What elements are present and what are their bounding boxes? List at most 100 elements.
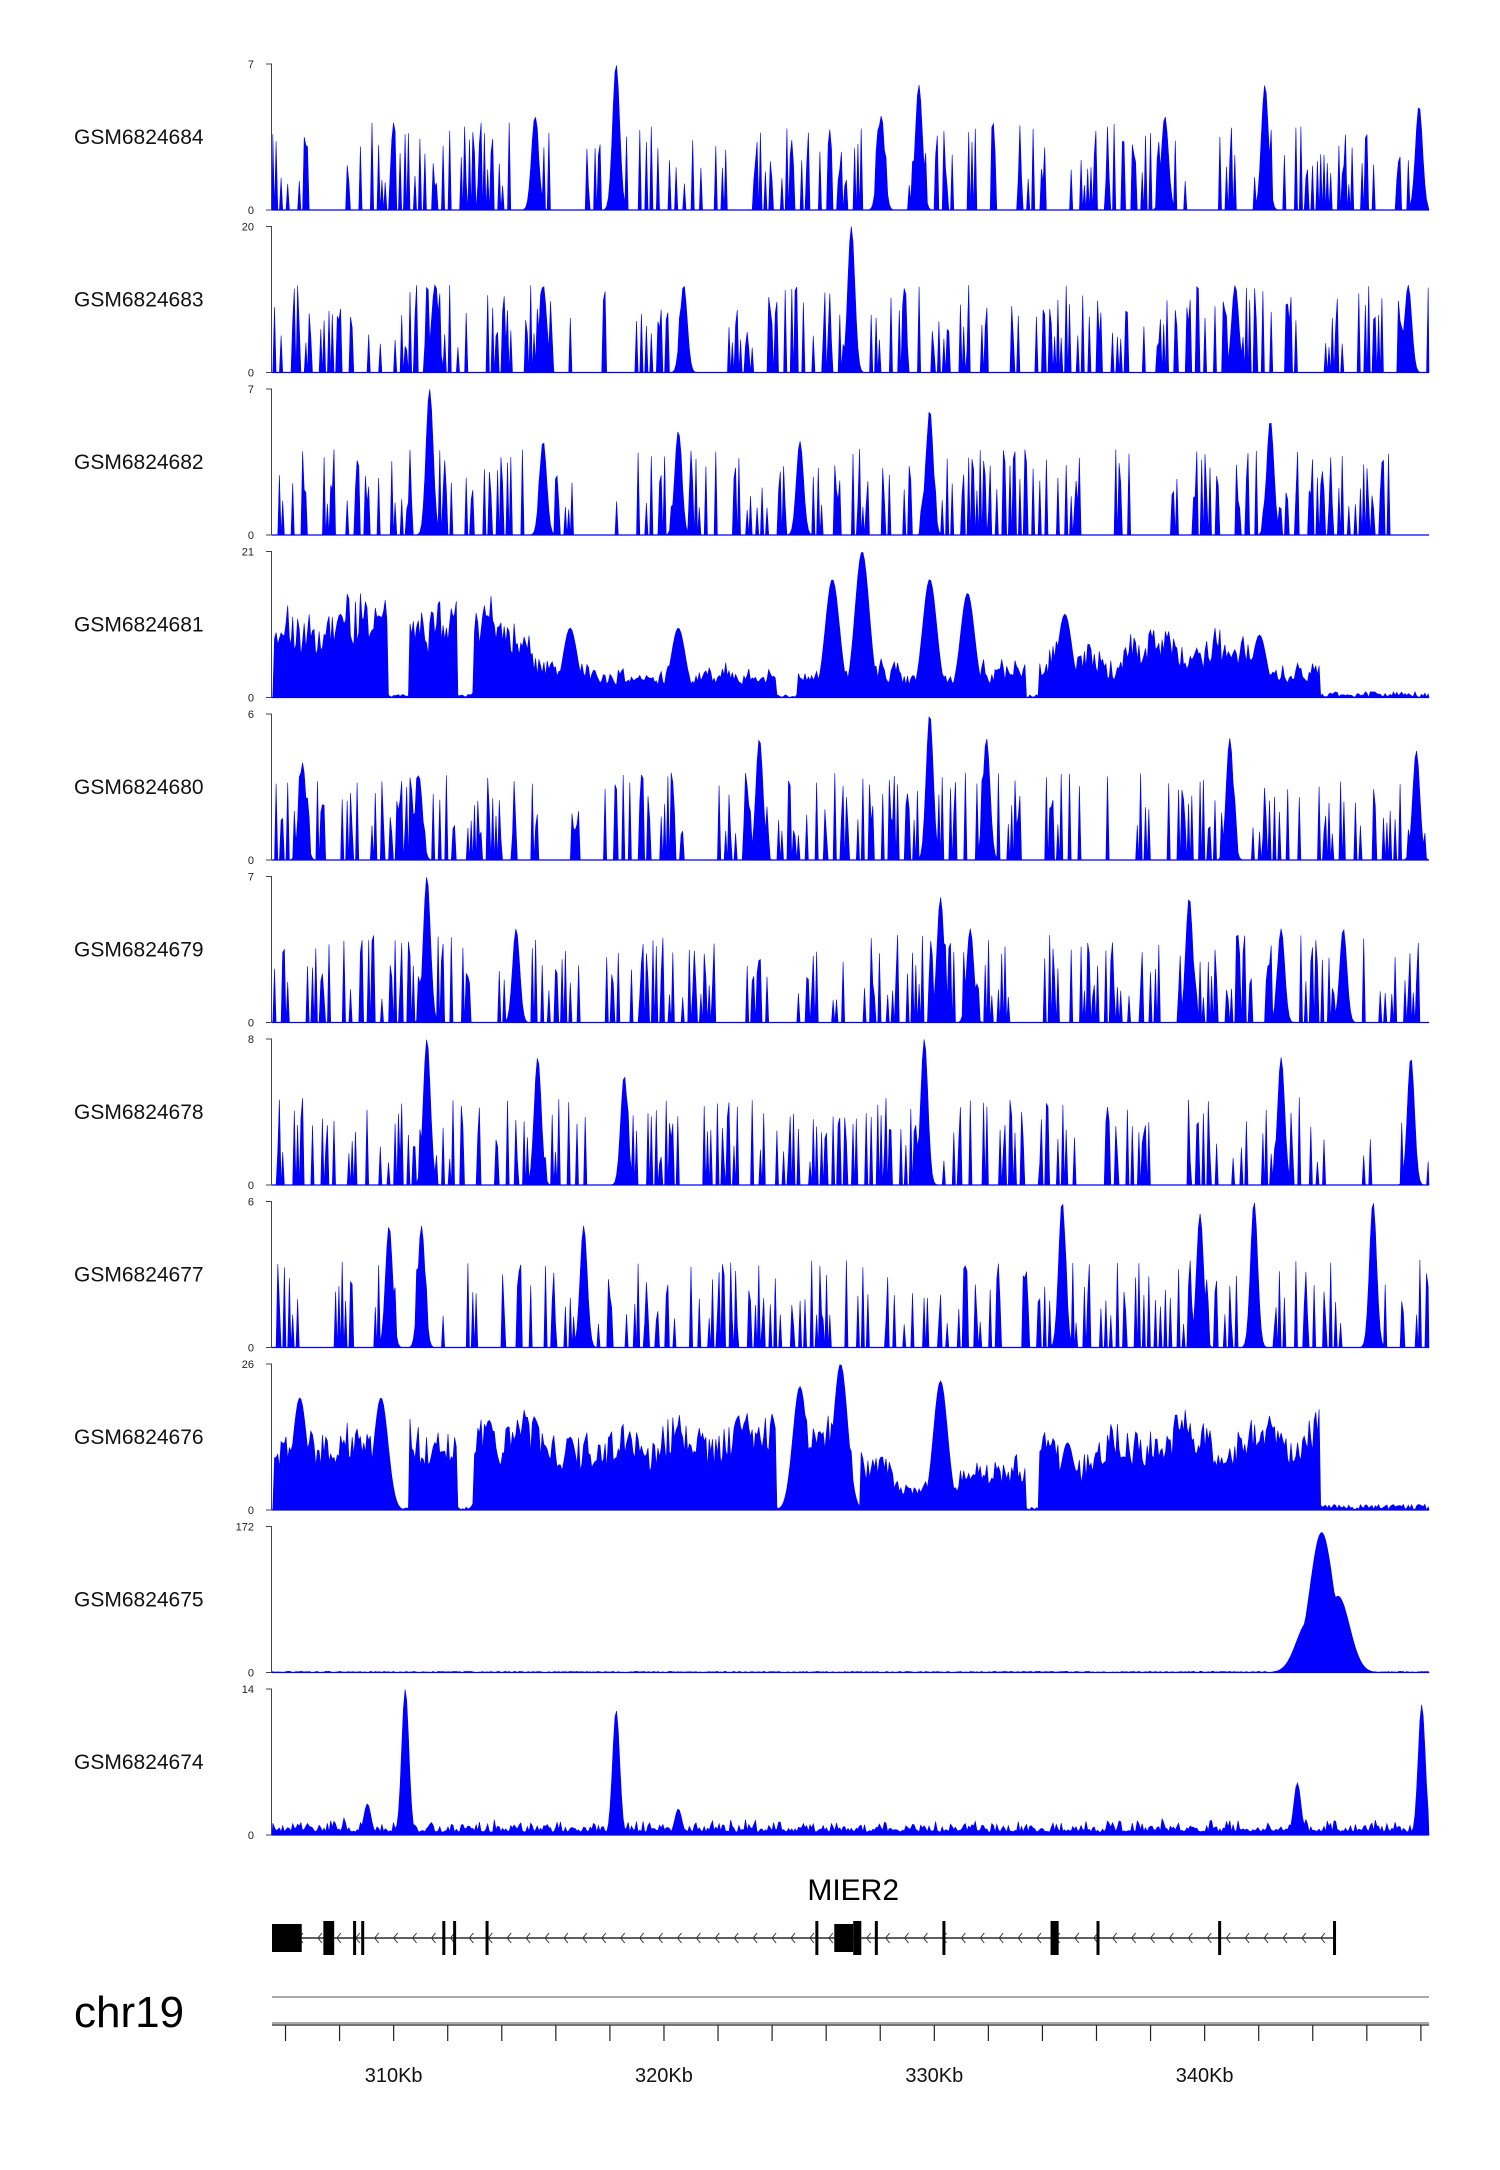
coverage-area xyxy=(272,1202,1430,1348)
exon-6 xyxy=(453,1921,457,1955)
strand-arrow-icon xyxy=(563,1932,569,1944)
strand-arrow-icon xyxy=(676,1932,682,1944)
exon-5 xyxy=(442,1921,446,1955)
strand-arrow-icon xyxy=(1036,1932,1042,1944)
y-min-label: 0 xyxy=(248,693,254,705)
y-min-label: 0 xyxy=(248,1668,254,1680)
exon-7 xyxy=(485,1921,489,1955)
track-label: GSM6824681 xyxy=(74,614,204,637)
x-tick-label: 320Kb xyxy=(635,2065,693,2087)
gene-annotation-track: MIER2 xyxy=(272,1874,1337,1955)
exon-8 xyxy=(815,1921,819,1955)
y-max-label: 172 xyxy=(236,1522,254,1534)
exon-1 xyxy=(272,1924,302,1952)
coverage-area xyxy=(271,551,1430,699)
y-max-label: 6 xyxy=(248,709,254,721)
y-max-label: 7 xyxy=(248,384,254,396)
y-min-label: 0 xyxy=(248,530,254,542)
chromosome-label: chr19 xyxy=(74,1988,184,2037)
exon-4 xyxy=(361,1921,365,1955)
track-GSM6824682: GSM6824682 7 0 xyxy=(74,384,1429,542)
x-tick-label: 310Kb xyxy=(365,2065,423,2087)
strand-arrow-icon xyxy=(657,1932,663,1944)
strand-arrow-icon xyxy=(1320,1932,1326,1944)
strand-arrow-icon xyxy=(1074,1932,1080,1944)
strand-arrow-icon xyxy=(374,1932,380,1944)
track-GSM6824681: GSM6824681 21 0 xyxy=(74,547,1430,705)
exon-15 xyxy=(1218,1921,1222,1955)
exon-14 xyxy=(1096,1921,1100,1955)
coverage-area xyxy=(272,1039,1430,1186)
strand-arrow-icon xyxy=(1206,1932,1212,1944)
strand-arrow-icon xyxy=(771,1932,777,1944)
chromosome-axis-track: chr19 310Kb 320Kb 330Kb 340Kb xyxy=(74,1988,1429,2087)
strand-arrow-icon xyxy=(903,1932,909,1944)
y-min-label: 0 xyxy=(248,855,254,867)
coverage-area xyxy=(272,877,1429,1023)
strand-arrow-icon xyxy=(544,1932,550,1944)
track-GSM6824676: GSM6824676 26 0 xyxy=(74,1359,1430,1517)
exon-2 xyxy=(323,1921,335,1955)
coverage-area xyxy=(272,389,1429,536)
track-label: GSM6824675 xyxy=(74,1589,204,1612)
strand-arrow-icon xyxy=(1263,1932,1269,1944)
track-label: GSM6824682 xyxy=(74,451,204,474)
strand-arrow-icon xyxy=(1187,1932,1193,1944)
coverage-area xyxy=(272,716,1430,861)
strand-arrow-icon xyxy=(1244,1932,1250,1944)
gene-name-label: MIER2 xyxy=(807,1874,899,1907)
strand-arrow-icon xyxy=(449,1932,455,1944)
strand-arrow-icon xyxy=(1225,1932,1231,1944)
strand-arrow-icon xyxy=(1093,1932,1099,1944)
y-max-label: 6 xyxy=(248,1197,254,1209)
coverage-area xyxy=(271,1532,1430,1673)
strand-arrow-icon xyxy=(866,1932,872,1944)
track-label: GSM6824680 xyxy=(74,776,204,799)
strand-arrow-icon xyxy=(1168,1932,1174,1944)
strand-arrow-icon xyxy=(620,1932,626,1944)
strand-arrow-icon xyxy=(1130,1932,1137,1944)
track-GSM6824677: GSM6824677 6 0 xyxy=(74,1197,1430,1355)
track-GSM6824684: GSM6824684 7 0 xyxy=(74,59,1430,217)
track-label: GSM6824679 xyxy=(74,939,204,962)
strand-arrow-icon xyxy=(317,1932,323,1944)
strand-arrow-icon xyxy=(506,1932,512,1944)
strand-arrow-icon xyxy=(1149,1932,1155,1944)
exon-3 xyxy=(353,1921,357,1955)
strand-arrow-icon xyxy=(733,1932,739,1944)
exon-16 xyxy=(1333,1921,1337,1955)
strand-arrow-icon xyxy=(1017,1932,1023,1944)
strand-arrow-icon xyxy=(393,1932,399,1944)
strand-arrow-icon xyxy=(601,1932,607,1944)
y-max-label: 26 xyxy=(242,1359,254,1371)
y-max-label: 7 xyxy=(248,59,254,71)
track-label: GSM6824684 xyxy=(74,126,204,149)
exon-13 xyxy=(1050,1921,1059,1955)
exon-9 xyxy=(834,1924,854,1952)
strand-arrow-icon xyxy=(525,1932,531,1944)
strand-arrow-icon xyxy=(790,1932,796,1944)
coverage-tracks: GSM682468470GSM6824683200GSM682468270GSM… xyxy=(74,59,1430,1842)
strand-arrow-icon xyxy=(1301,1932,1307,1944)
track-label: GSM6824683 xyxy=(74,289,204,312)
strand-arrow-icon xyxy=(336,1932,342,1944)
strand-arrow-icon xyxy=(922,1932,928,1944)
exon-11 xyxy=(874,1921,878,1955)
y-min-label: 0 xyxy=(248,1180,254,1192)
strand-arrow-icon xyxy=(828,1932,834,1944)
coverage-area xyxy=(271,1689,1430,1836)
track-GSM6824683: GSM6824683 20 0 xyxy=(74,222,1430,380)
y-min-label: 0 xyxy=(248,368,254,380)
track-GSM6824675: GSM6824675 172 0 xyxy=(74,1522,1430,1680)
y-min-label: 0 xyxy=(248,1343,254,1355)
strand-arrow-icon xyxy=(1112,1932,1118,1944)
y-max-label: 14 xyxy=(242,1684,254,1696)
strand-arrow-icon xyxy=(998,1932,1004,1944)
strand-arrow-icon xyxy=(1282,1932,1288,1944)
y-max-label: 21 xyxy=(242,547,254,559)
y-max-label: 20 xyxy=(242,222,254,234)
coverage-area xyxy=(270,1364,1430,1511)
strand-arrow-icon xyxy=(695,1932,701,1944)
strand-arrow-icon xyxy=(430,1932,436,1944)
coverage-area xyxy=(272,226,1430,373)
